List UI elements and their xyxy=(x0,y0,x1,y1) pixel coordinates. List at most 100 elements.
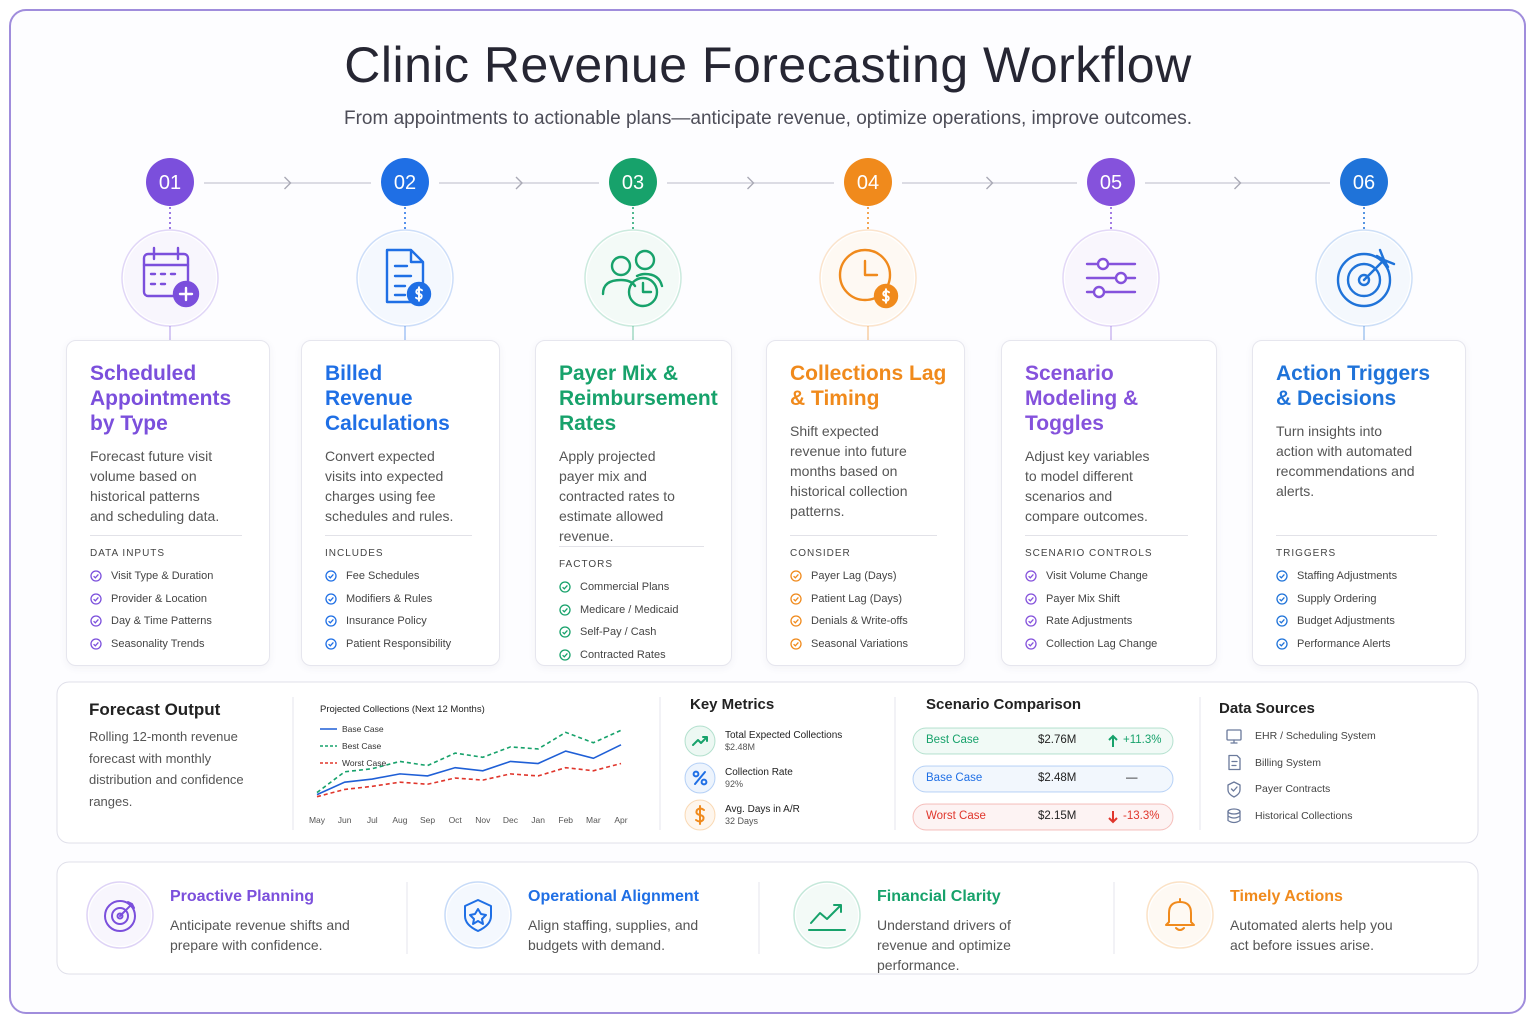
connector-arrow xyxy=(515,176,523,190)
check-icon xyxy=(325,570,337,582)
check-icon xyxy=(90,570,102,582)
icon-part xyxy=(469,908,487,925)
icon-part xyxy=(385,248,425,304)
step-badge xyxy=(1087,158,1135,206)
benefit-icon-bg xyxy=(444,881,512,949)
icon xyxy=(1165,898,1195,931)
detail-item: Contracted Rates xyxy=(559,644,717,667)
detail-text: Collection Lag Change xyxy=(1046,637,1158,650)
icon xyxy=(692,770,708,786)
x-tick-label: Sep xyxy=(420,815,435,825)
benefit-icon-bg xyxy=(793,881,861,949)
check-ring xyxy=(559,649,571,661)
icon-part xyxy=(1227,810,1241,824)
detail-item: Denials & Write-offs xyxy=(790,610,950,633)
icon xyxy=(1085,257,1137,299)
detail-item: Seasonal Variations xyxy=(790,633,950,656)
metric-value: $2.48M xyxy=(725,742,756,752)
detail-text: Commercial Plans xyxy=(580,581,670,594)
check-ring xyxy=(90,570,102,582)
scenario-title: Scenario Comparison xyxy=(926,696,1082,713)
detail-item: Rate Adjustments xyxy=(1025,610,1202,633)
icon xyxy=(1336,248,1396,308)
step-details: FACTORS Commercial Plans Medicare / Medica… xyxy=(559,546,717,666)
sources-title: Data Sources xyxy=(1219,700,1315,717)
detail-text: Day & Time Patterns xyxy=(111,615,212,628)
icon xyxy=(695,805,705,825)
check-ring xyxy=(790,638,802,650)
icon-part xyxy=(178,286,194,302)
detail-text: Patient Responsibility xyxy=(346,637,452,650)
step-title: Scheduled Appointments by Type xyxy=(90,362,232,435)
divider xyxy=(1025,535,1188,536)
step-description: Shift expected revenue into future month… xyxy=(790,423,908,519)
check-mark xyxy=(328,619,334,624)
benefit-icon-tint xyxy=(447,884,509,946)
icon xyxy=(692,736,708,746)
icon-part xyxy=(627,276,659,308)
detail-item: Insurance Policy xyxy=(325,610,485,633)
detail-item: Day & Time Patterns xyxy=(90,610,255,633)
series-line xyxy=(316,729,622,794)
icon-tint xyxy=(1318,232,1410,324)
step-details: SCENARIO CONTROLS Visit Volume Change Paye… xyxy=(1025,535,1202,655)
icon-tint xyxy=(359,232,451,324)
detail-item: Medicare / Medicaid xyxy=(559,599,717,622)
check-mark xyxy=(1028,619,1034,624)
benefit-description: Automated alerts help you act before iss… xyxy=(1230,917,1393,953)
x-tick-label: Aug xyxy=(392,815,407,825)
legend-label: Base Case xyxy=(342,724,384,734)
check-icon xyxy=(1276,593,1288,605)
detail-item: Patient Responsibility xyxy=(325,633,485,656)
connector-arrow xyxy=(747,176,755,190)
detail-text: Provider & Location xyxy=(111,592,207,605)
section-label: CONSIDER xyxy=(790,548,851,559)
detail-item: Supply Ordering xyxy=(1276,588,1451,611)
step-badge xyxy=(609,158,657,206)
benefit-title: Operational Alignment xyxy=(528,888,699,905)
detail-item: Collection Lag Change xyxy=(1025,633,1202,656)
check-mark xyxy=(328,641,334,647)
detail-item: Payer Mix Shift xyxy=(1025,588,1202,611)
series-line xyxy=(316,762,622,798)
detail-text: Patient Lag (Days) xyxy=(811,592,903,605)
check-icon xyxy=(790,593,802,605)
detail-item: Seasonality Trends xyxy=(90,633,255,656)
x-tick-label: May xyxy=(309,815,326,825)
icon xyxy=(808,904,846,931)
detail-item: Fee Schedules xyxy=(325,565,485,588)
scenario-value: $2.76M xyxy=(1038,734,1077,746)
step-title: Action Triggers & Decisions xyxy=(1276,362,1431,410)
x-tick-label: Jul xyxy=(367,815,378,825)
check-icon xyxy=(559,649,571,661)
check-icon xyxy=(559,626,571,638)
check-mark xyxy=(1279,596,1285,602)
check-ring xyxy=(1025,593,1037,605)
detail-text: Self-Pay / Cash xyxy=(580,626,657,639)
icon-part xyxy=(635,272,664,288)
step-title: Payer Mix & Reimbursement Rates xyxy=(559,362,718,435)
connector-arrow xyxy=(1234,176,1242,190)
step-details: CONSIDER Payer Lag (Days) Patient Lag (Day… xyxy=(790,535,950,655)
icon-part xyxy=(415,286,423,302)
section-label: TRIGGERS xyxy=(1276,548,1337,559)
check-ring xyxy=(1025,570,1037,582)
legend-label: Worst Case xyxy=(342,758,387,768)
section-label: INCLUDES xyxy=(325,548,384,559)
detail-item: Performance Alerts xyxy=(1276,633,1451,656)
check-ring xyxy=(90,593,102,605)
icon xyxy=(1227,808,1241,824)
step-details: INCLUDES Fee Schedules Modifiers & Rules In… xyxy=(325,535,485,655)
icon-part xyxy=(104,900,136,932)
check-ring xyxy=(1276,615,1288,627)
detail-text: Seasonality Trends xyxy=(111,637,205,650)
icon-part xyxy=(1336,252,1392,308)
icon-part xyxy=(634,249,656,271)
step-badge xyxy=(381,158,429,206)
output-panel xyxy=(56,681,1479,844)
scenario-row xyxy=(912,803,1174,831)
icon-part xyxy=(1230,739,1238,744)
icon-part xyxy=(1346,262,1382,298)
check-icon xyxy=(1276,615,1288,627)
detail-item: Provider & Location xyxy=(90,588,255,611)
